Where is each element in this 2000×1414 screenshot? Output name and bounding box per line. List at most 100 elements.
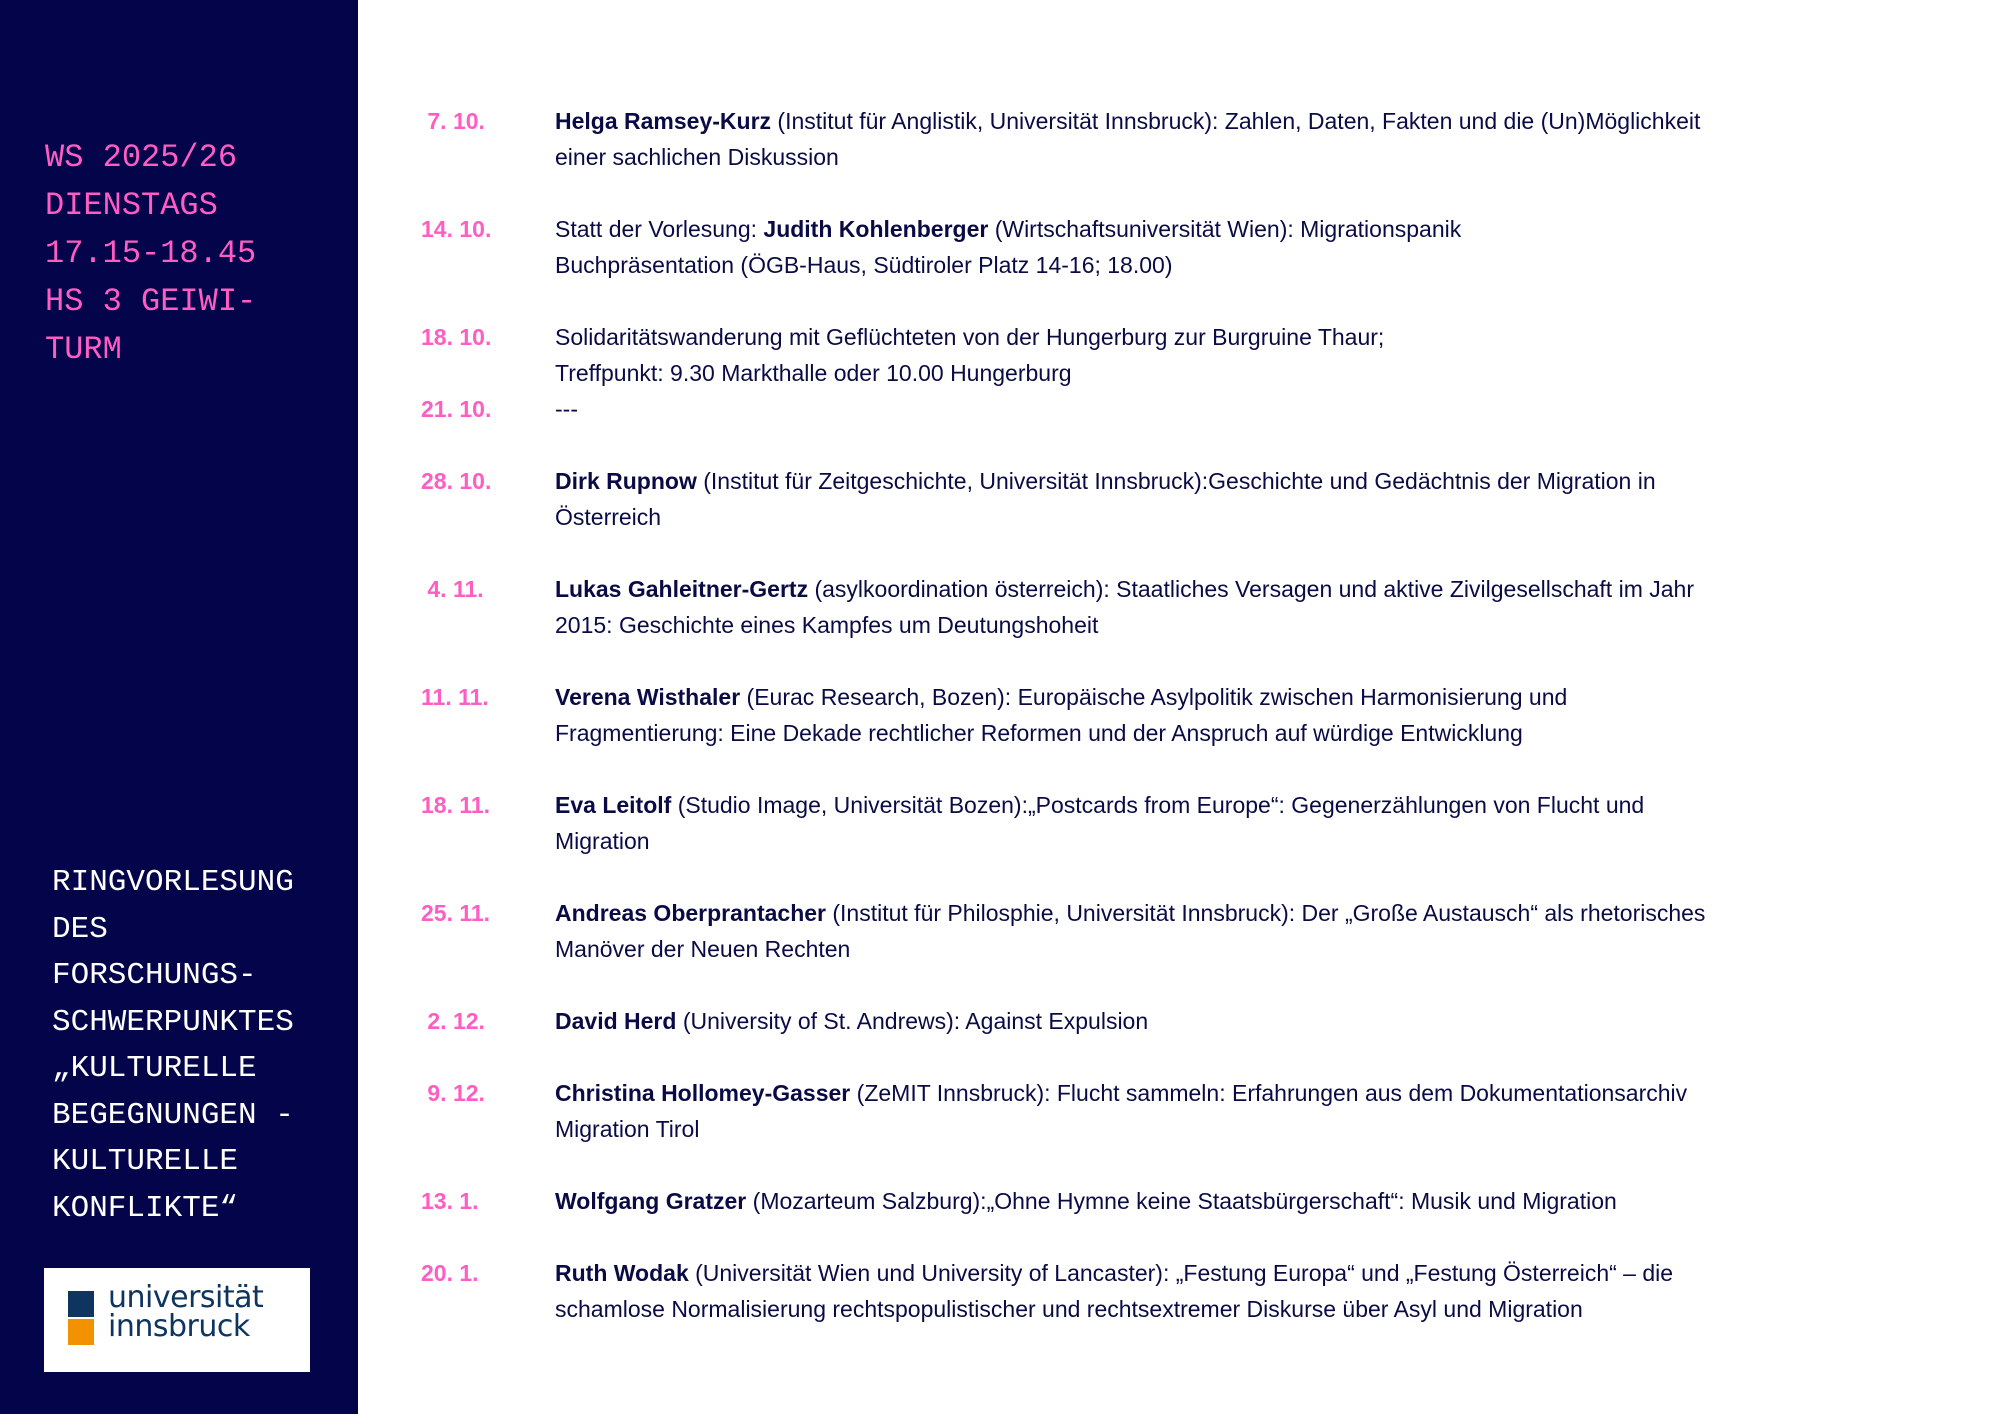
info-line: TURM bbox=[45, 331, 122, 368]
description-line: Migration Tirol bbox=[555, 1111, 2000, 1147]
speaker-name: Andreas Oberprantacher bbox=[555, 900, 826, 926]
description-text: Migration bbox=[555, 828, 650, 854]
session-description: Helga Ramsey-Kurz (Institut für Anglisti… bbox=[555, 103, 2000, 175]
speaker-name: David Herd bbox=[555, 1008, 677, 1034]
description-line: Österreich bbox=[555, 499, 2000, 535]
description-text: 2015: Geschichte eines Kampfes um Deutun… bbox=[555, 612, 1099, 638]
description-line: Dirk Rupnow (Institut für Zeitgeschichte… bbox=[555, 463, 2000, 499]
info-line: 17.15-18.45 bbox=[45, 235, 257, 272]
session-date: 25. 11. bbox=[421, 900, 491, 926]
session-description: Lukas Gahleitner-Gertz (asylkoordination… bbox=[555, 571, 2000, 643]
description-text: Buchpräsentation (ÖGB-Haus, Südtiroler P… bbox=[555, 252, 1173, 278]
title-line: FORSCHUNGS- bbox=[52, 958, 257, 993]
schedule-row: 11. 11. Verena Wisthaler (Eurac Research,… bbox=[0, 679, 2000, 751]
schedule-row: 21. 10. --- bbox=[0, 391, 2000, 427]
speaker-name: Christina Hollomey-Gasser bbox=[555, 1080, 851, 1106]
session-description: Andreas Oberprantacher (Institut für Phi… bbox=[555, 895, 2000, 967]
info-line: HS 3 GEIWI- bbox=[45, 283, 257, 320]
session-description: David Herd (University of St. Andrews): … bbox=[555, 1003, 2000, 1039]
title-line: DES bbox=[52, 911, 108, 947]
speaker-name: Lukas Gahleitner-Gertz bbox=[555, 576, 809, 602]
description-text: Fragmentierung: Eine Dekade rechtlicher … bbox=[555, 720, 1523, 746]
logo-line-1: universität bbox=[108, 1280, 264, 1315]
description-line: Fragmentierung: Eine Dekade rechtlicher … bbox=[555, 715, 2000, 751]
schedule-row: 7. 10. Helga Ramsey-Kurz (Institut für An… bbox=[0, 103, 2000, 175]
session-description: Ruth Wodak (Universität Wien und Univers… bbox=[555, 1255, 2000, 1327]
speaker-name: Dirk Rupnow bbox=[555, 468, 697, 494]
session-date: 14. 10. bbox=[421, 216, 492, 242]
speaker-name: Judith Kohlenberger bbox=[763, 216, 989, 242]
description-text: Manöver der Neuen Rechten bbox=[555, 936, 851, 962]
description-line: Lukas Gahleitner-Gertz (asylkoordination… bbox=[555, 571, 2000, 607]
description-line: schamlose Normalisierung rechtspopulisti… bbox=[555, 1291, 2000, 1327]
title-line: SCHWERPUNKTES bbox=[52, 1004, 294, 1040]
description-line: Helga Ramsey-Kurz (Institut für Anglisti… bbox=[555, 103, 2000, 139]
description-text: schamlose Normalisierung rechtspopulisti… bbox=[555, 1296, 1583, 1322]
session-date: 18. 10. bbox=[421, 324, 492, 350]
description-line: Manöver der Neuen Rechten bbox=[555, 931, 2000, 967]
description-line: Migration bbox=[555, 823, 2000, 859]
schedule-row: 2. 12. David Herd (University of St. Andr… bbox=[0, 1003, 2000, 1039]
info-line: DIENSTAGS bbox=[45, 187, 218, 224]
session-date: 2. 12. bbox=[421, 1008, 485, 1034]
session-date: 18. 11. bbox=[421, 792, 491, 818]
title-line: KULTURELLE bbox=[52, 1144, 239, 1179]
speaker-name: Helga Ramsey-Kurz bbox=[555, 108, 772, 134]
schedule-row: 4. 11. Lukas Gahleitner-Gertz (asylkoordi… bbox=[0, 571, 2000, 643]
session-description: --- bbox=[555, 391, 2000, 427]
description-line: Eva Leitolf (Studio Image, Universität B… bbox=[555, 787, 2000, 823]
speaker-name: Verena Wisthaler bbox=[555, 684, 741, 710]
schedule-list: 7. 10. Helga Ramsey-Kurz (Institut für An… bbox=[0, 103, 2000, 1363]
description-line: Christina Hollomey-Gasser (ZeMIT Innsbru… bbox=[555, 1075, 2000, 1111]
session-description: Eva Leitolf (Studio Image, Universität B… bbox=[555, 787, 2000, 859]
session-date: 13. 1. bbox=[421, 1188, 479, 1214]
session-description: Statt der Vorlesung: Judith Kohlenberger… bbox=[555, 211, 2000, 283]
description-text: --- bbox=[555, 396, 578, 422]
session-date: 4. 11. bbox=[421, 576, 484, 602]
description-text: (Eurac Research, Bozen): Europäische Asy… bbox=[740, 684, 1568, 710]
description-line: Treffpunkt: 9.30 Markthalle oder 10.00 H… bbox=[555, 355, 2000, 391]
description-line: David Herd (University of St. Andrews): … bbox=[555, 1003, 2000, 1039]
description-line: Andreas Oberprantacher (Institut für Phi… bbox=[555, 895, 2000, 931]
schedule-row: 25. 11. Andreas Oberprantacher (Institut … bbox=[0, 895, 2000, 967]
description-text: Statt der Vorlesung: bbox=[555, 216, 764, 242]
schedule-row: 14. 10. Statt der Vorlesung: Judith Kohle… bbox=[0, 211, 2000, 283]
description-text: Treffpunkt: 9.30 Markthalle oder 10.00 H… bbox=[555, 360, 1072, 386]
sidebar: WS 2025/26 DIENSTAGS 17.15-18.45 HS 3 GEIWI… bbox=[0, 0, 358, 1414]
university-logo: universität innsbruck bbox=[44, 1268, 310, 1372]
description-text: Migration Tirol bbox=[555, 1116, 700, 1142]
schedule-row: 13. 1. Wolfgang Gratzer (Mozarteum Salzbu… bbox=[0, 1183, 2000, 1219]
schedule-row: 20. 1. Ruth Wodak (Universität Wien und U… bbox=[0, 1255, 2000, 1327]
description-text: Österreich bbox=[555, 504, 662, 530]
logo-square-orange bbox=[68, 1319, 94, 1345]
session-description: Verena Wisthaler (Eurac Research, Bozen)… bbox=[555, 679, 2000, 751]
description-line: Verena Wisthaler (Eurac Research, Bozen)… bbox=[555, 679, 2000, 715]
description-text: (Institut für Philosphie, Universität In… bbox=[825, 900, 1706, 926]
description-text: (Institut für Zeitgeschichte, Universitä… bbox=[696, 468, 1656, 494]
schedule-row: 18. 10. Solidaritätswanderung mit Geflüch… bbox=[0, 319, 2000, 391]
description-line: Buchpräsentation (ÖGB-Haus, Südtiroler P… bbox=[555, 247, 2000, 283]
session-date: 9. 12. bbox=[421, 1080, 485, 1106]
session-date: 11. 11. bbox=[421, 684, 489, 710]
session-description: Solidaritätswanderung mit Geflüchteten v… bbox=[555, 319, 2000, 391]
session-date: 21. 10. bbox=[421, 396, 492, 422]
session-description: Christina Hollomey-Gasser (ZeMIT Innsbru… bbox=[555, 1075, 2000, 1147]
title-line: BEGEGNUNGEN - bbox=[52, 1097, 294, 1133]
logo-line-2: innsbruck bbox=[108, 1309, 250, 1344]
schedule-row: 18. 11. Eva Leitolf (Studio Image, Univer… bbox=[0, 787, 2000, 859]
session-date: 7. 10. bbox=[421, 108, 485, 134]
description-text: (asylkoordination österreich): Staatlich… bbox=[808, 576, 1694, 602]
description-text: (Mozarteum Salzburg):„Ohne Hymne keine S… bbox=[746, 1188, 1617, 1214]
speaker-name: Ruth Wodak bbox=[555, 1260, 689, 1286]
lecture-series-title: RINGVORLESUNG DES FORSCHUNGS- SCHWERPUNKTES… bbox=[52, 860, 294, 1232]
title-line: RINGVORLESUNG bbox=[52, 865, 294, 900]
description-text: (Wirtschaftsuniversität Wien): Migration… bbox=[988, 216, 1462, 242]
info-line: WS 2025/26 bbox=[45, 139, 238, 176]
description-line: 2015: Geschichte eines Kampfes um Deutun… bbox=[555, 607, 2000, 643]
title-line: „KULTURELLE bbox=[52, 1051, 257, 1086]
session-description: Wolfgang Gratzer (Mozarteum Salzburg):„O… bbox=[555, 1183, 2000, 1219]
description-line: Wolfgang Gratzer (Mozarteum Salzburg):„O… bbox=[555, 1183, 2000, 1219]
schedule-row: 28. 10. Dirk Rupnow (Institut für Zeitges… bbox=[0, 463, 2000, 535]
speaker-name: Wolfgang Gratzer bbox=[555, 1188, 747, 1214]
session-description: Dirk Rupnow (Institut für Zeitgeschichte… bbox=[555, 463, 2000, 535]
